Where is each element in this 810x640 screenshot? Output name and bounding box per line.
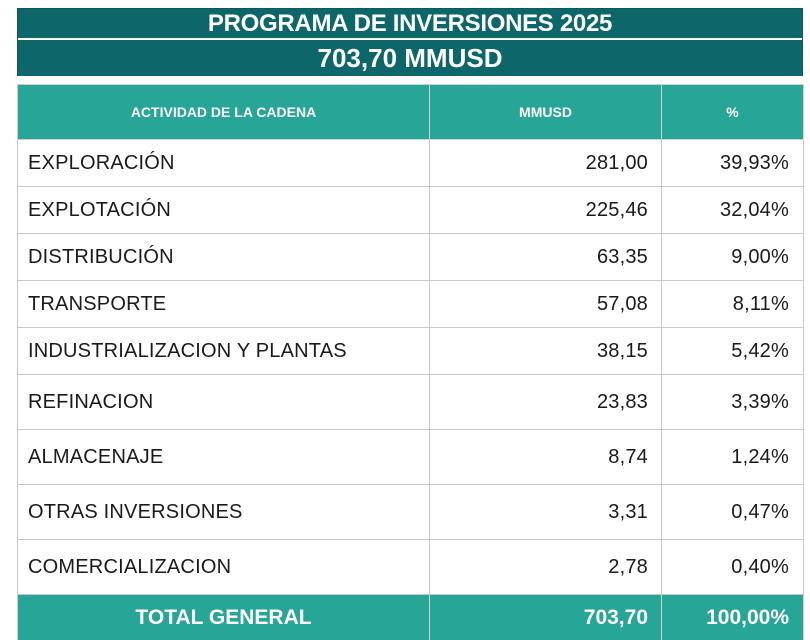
activity-cell: EXPLORACIÓN [17, 139, 430, 187]
table-row: INDUSTRIALIZACION Y PLANTAS 38,15 5,42% [17, 327, 804, 375]
table-row: TRANSPORTE 57,08 8,11% [17, 280, 804, 328]
table-row: ALMACENAJE 8,74 1,24% [17, 429, 804, 485]
percent-cell: 0,47% [661, 484, 804, 540]
total-amount-title: 703,70 MMUSD [18, 40, 802, 76]
activity-cell: COMERCIALIZACION [17, 539, 430, 595]
percent-cell: 0,40% [661, 539, 804, 595]
mmusd-cell: 57,08 [429, 280, 662, 328]
mmusd-cell: 38,15 [429, 327, 662, 375]
mmusd-cell: 3,31 [429, 484, 662, 540]
title-box: PROGRAMA DE INVERSIONES 2025 703,70 MMUS… [17, 8, 803, 76]
total-row: TOTAL GENERAL 703,70 100,00% [17, 594, 804, 640]
percent-cell: 8,11% [661, 280, 804, 328]
column-header-activity: ACTIVIDAD DE LA CADENA [17, 84, 430, 140]
percent-cell: 39,93% [661, 139, 804, 187]
mmusd-cell: 2,78 [429, 539, 662, 595]
mmusd-cell: 281,00 [429, 139, 662, 187]
mmusd-cell: 63,35 [429, 233, 662, 281]
percent-cell: 9,00% [661, 233, 804, 281]
column-header-percent: % [661, 84, 804, 140]
activity-cell: TRANSPORTE [17, 280, 430, 328]
table-row: OTRAS INVERSIONES 3,31 0,47% [17, 484, 804, 540]
activity-cell: INDUSTRIALIZACION Y PLANTAS [17, 327, 430, 375]
percent-cell: 1,24% [661, 429, 804, 485]
mmusd-cell: 23,83 [429, 374, 662, 430]
mmusd-cell: 225,46 [429, 186, 662, 234]
percent-cell: 32,04% [661, 186, 804, 234]
activity-cell: EXPLOTACIÓN [17, 186, 430, 234]
table-row: COMERCIALIZACION 2,78 0,40% [17, 539, 804, 595]
percent-cell: 5,42% [661, 327, 804, 375]
table-row: REFINACION 23,83 3,39% [17, 374, 804, 430]
table-header-row: ACTIVIDAD DE LA CADENA MMUSD % [17, 84, 804, 140]
table-row: EXPLOTACIÓN 225,46 32,04% [17, 186, 804, 234]
total-mmusd: 703,70 [429, 594, 662, 640]
page-title: PROGRAMA DE INVERSIONES 2025 [18, 9, 802, 38]
activity-cell: DISTRIBUCIÓN [17, 233, 430, 281]
investment-table: ACTIVIDAD DE LA CADENA MMUSD % EXPLORACI… [17, 84, 804, 640]
total-label: TOTAL GENERAL [17, 594, 430, 640]
activity-cell: REFINACION [17, 374, 430, 430]
activity-cell: ALMACENAJE [17, 429, 430, 485]
column-header-mmusd: MMUSD [429, 84, 662, 140]
total-percent: 100,00% [661, 594, 804, 640]
mmusd-cell: 8,74 [429, 429, 662, 485]
table-row: EXPLORACIÓN 281,00 39,93% [17, 139, 804, 187]
table-row: DISTRIBUCIÓN 63,35 9,00% [17, 233, 804, 281]
percent-cell: 3,39% [661, 374, 804, 430]
activity-cell: OTRAS INVERSIONES [17, 484, 430, 540]
